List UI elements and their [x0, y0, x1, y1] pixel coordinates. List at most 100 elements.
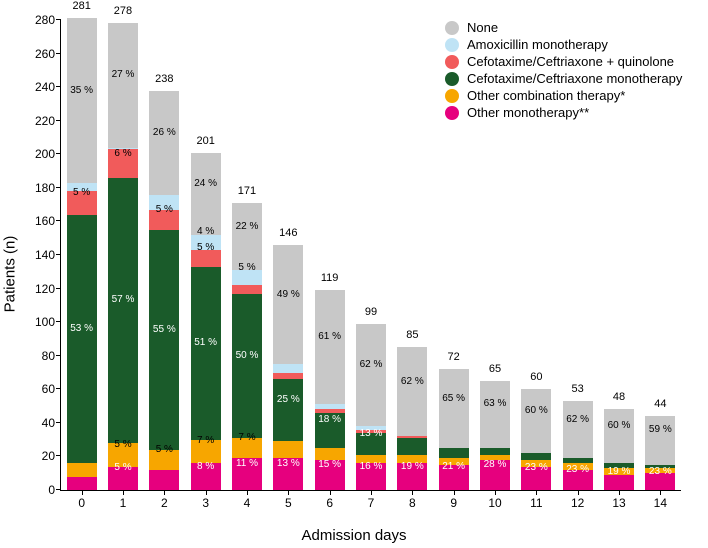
- bar-segment: [563, 401, 593, 458]
- segment-percent-label: 65 %: [439, 394, 469, 404]
- bar-total-label: 171: [232, 185, 262, 200]
- legend-label: Cefotaxime/Ceftriaxone monotherapy: [467, 71, 682, 86]
- segment-percent-label: 13 %: [356, 429, 386, 439]
- legend-item: Cefotaxime/Ceftriaxone monotherapy: [445, 71, 682, 86]
- bar-segment: [191, 153, 221, 235]
- bar-segment: [356, 324, 386, 426]
- chart-container: Patients (n) 020406080100120140160180200…: [0, 0, 708, 548]
- y-tick-mark: [56, 187, 61, 188]
- y-tick-mark: [56, 489, 61, 490]
- bar-total-label: 238: [149, 73, 179, 88]
- y-tick-mark: [56, 355, 61, 356]
- x-tick-mark: [454, 490, 455, 495]
- x-tick-mark: [247, 490, 248, 495]
- bar-segment: [521, 389, 551, 453]
- bar-segment: [397, 347, 427, 436]
- segment-percent-label: 24 %: [191, 179, 221, 189]
- bar-total-label: 72: [439, 351, 469, 366]
- segment-percent-label: 53 %: [67, 324, 97, 334]
- bar-segment: [191, 267, 221, 440]
- bar-segment: [273, 379, 303, 441]
- segment-percent-label: 5 %: [149, 445, 179, 455]
- bar-segment: [67, 215, 97, 463]
- y-tick-mark: [56, 120, 61, 121]
- x-tick-mark: [619, 490, 620, 495]
- legend-swatch: [445, 21, 459, 35]
- bar-segment: [108, 23, 138, 147]
- segment-percent-label: 50 %: [232, 351, 262, 361]
- y-tick-label: 240: [35, 80, 61, 94]
- y-tick-label: 280: [35, 13, 61, 27]
- y-tick-mark: [56, 388, 61, 389]
- segment-percent-label: 23 %: [521, 463, 551, 473]
- y-tick-label: 220: [35, 114, 61, 128]
- y-tick-mark: [56, 321, 61, 322]
- y-tick-mark: [56, 19, 61, 20]
- bar-segment: [273, 373, 303, 380]
- segment-percent-label: 19 %: [397, 462, 427, 472]
- bar-segment: [108, 178, 138, 443]
- legend-label: None: [467, 20, 498, 35]
- legend-swatch: [445, 106, 459, 120]
- bar-segment: [397, 436, 427, 438]
- segment-percent-label: 21 %: [439, 462, 469, 472]
- legend-item: Other monotherapy**: [445, 105, 682, 120]
- y-tick-label: 40: [42, 416, 61, 430]
- bar-total-label: 119: [315, 272, 345, 287]
- bar-segment: [604, 409, 634, 463]
- y-tick-label: 60: [42, 382, 61, 396]
- legend-swatch: [445, 55, 459, 69]
- y-tick-label: 140: [35, 248, 61, 262]
- legend-item: Cefotaxime/Ceftriaxone + quinolone: [445, 54, 682, 69]
- bar-segment: [315, 404, 345, 409]
- y-tick-mark: [56, 86, 61, 87]
- x-axis-label: Admission days: [301, 527, 406, 544]
- y-tick-label: 260: [35, 47, 61, 61]
- segment-percent-label: 7 %: [191, 436, 221, 446]
- segment-percent-label: 22 %: [232, 222, 262, 232]
- x-tick-mark: [206, 490, 207, 495]
- segment-percent-label: 62 %: [397, 377, 427, 387]
- y-tick-label: 160: [35, 214, 61, 228]
- legend-swatch: [445, 38, 459, 52]
- bar-total-label: 48: [604, 391, 634, 406]
- y-tick-label: 0: [48, 483, 61, 497]
- legend-swatch: [445, 72, 459, 86]
- bar-segment: [149, 230, 179, 450]
- x-tick-mark: [536, 490, 537, 495]
- y-tick-label: 20: [42, 449, 61, 463]
- segment-percent-label: 5 %: [191, 243, 221, 253]
- segment-percent-label: 28 %: [480, 460, 510, 470]
- y-tick-label: 80: [42, 349, 61, 363]
- segment-percent-label: 5 %: [232, 263, 262, 273]
- segment-percent-label: 27 %: [108, 70, 138, 80]
- bar-segment: [480, 448, 510, 455]
- x-tick-mark: [82, 490, 83, 495]
- segment-percent-label: 18 %: [315, 415, 345, 425]
- segment-percent-label: 62 %: [356, 360, 386, 370]
- bar-segment: [67, 477, 97, 490]
- bar-total-label: 146: [273, 227, 303, 242]
- bar-segment: [149, 91, 179, 195]
- bar-segment: [67, 463, 97, 476]
- segment-percent-label: 59 %: [645, 425, 675, 435]
- legend-label: Other combination therapy*: [467, 88, 625, 103]
- bar-total-label: 44: [645, 398, 675, 413]
- x-tick-mark: [660, 490, 661, 495]
- y-tick-label: 200: [35, 147, 61, 161]
- y-tick-mark: [56, 53, 61, 54]
- legend-label: Cefotaxime/Ceftriaxone + quinolone: [467, 54, 674, 69]
- legend-item: None: [445, 20, 682, 35]
- segment-percent-label: 19 %: [604, 467, 634, 477]
- legend-item: Amoxicillin monotherapy: [445, 37, 682, 52]
- bar-total-label: 99: [356, 306, 386, 321]
- x-tick-mark: [330, 490, 331, 495]
- x-tick-mark: [371, 490, 372, 495]
- bar-segment: [563, 458, 593, 463]
- bar-segment: [480, 381, 510, 448]
- segment-percent-label: 23 %: [563, 465, 593, 475]
- legend-item: Other combination therapy*: [445, 88, 682, 103]
- bar-segment: [273, 364, 303, 372]
- bar-segment: [232, 203, 262, 270]
- y-tick-mark: [56, 455, 61, 456]
